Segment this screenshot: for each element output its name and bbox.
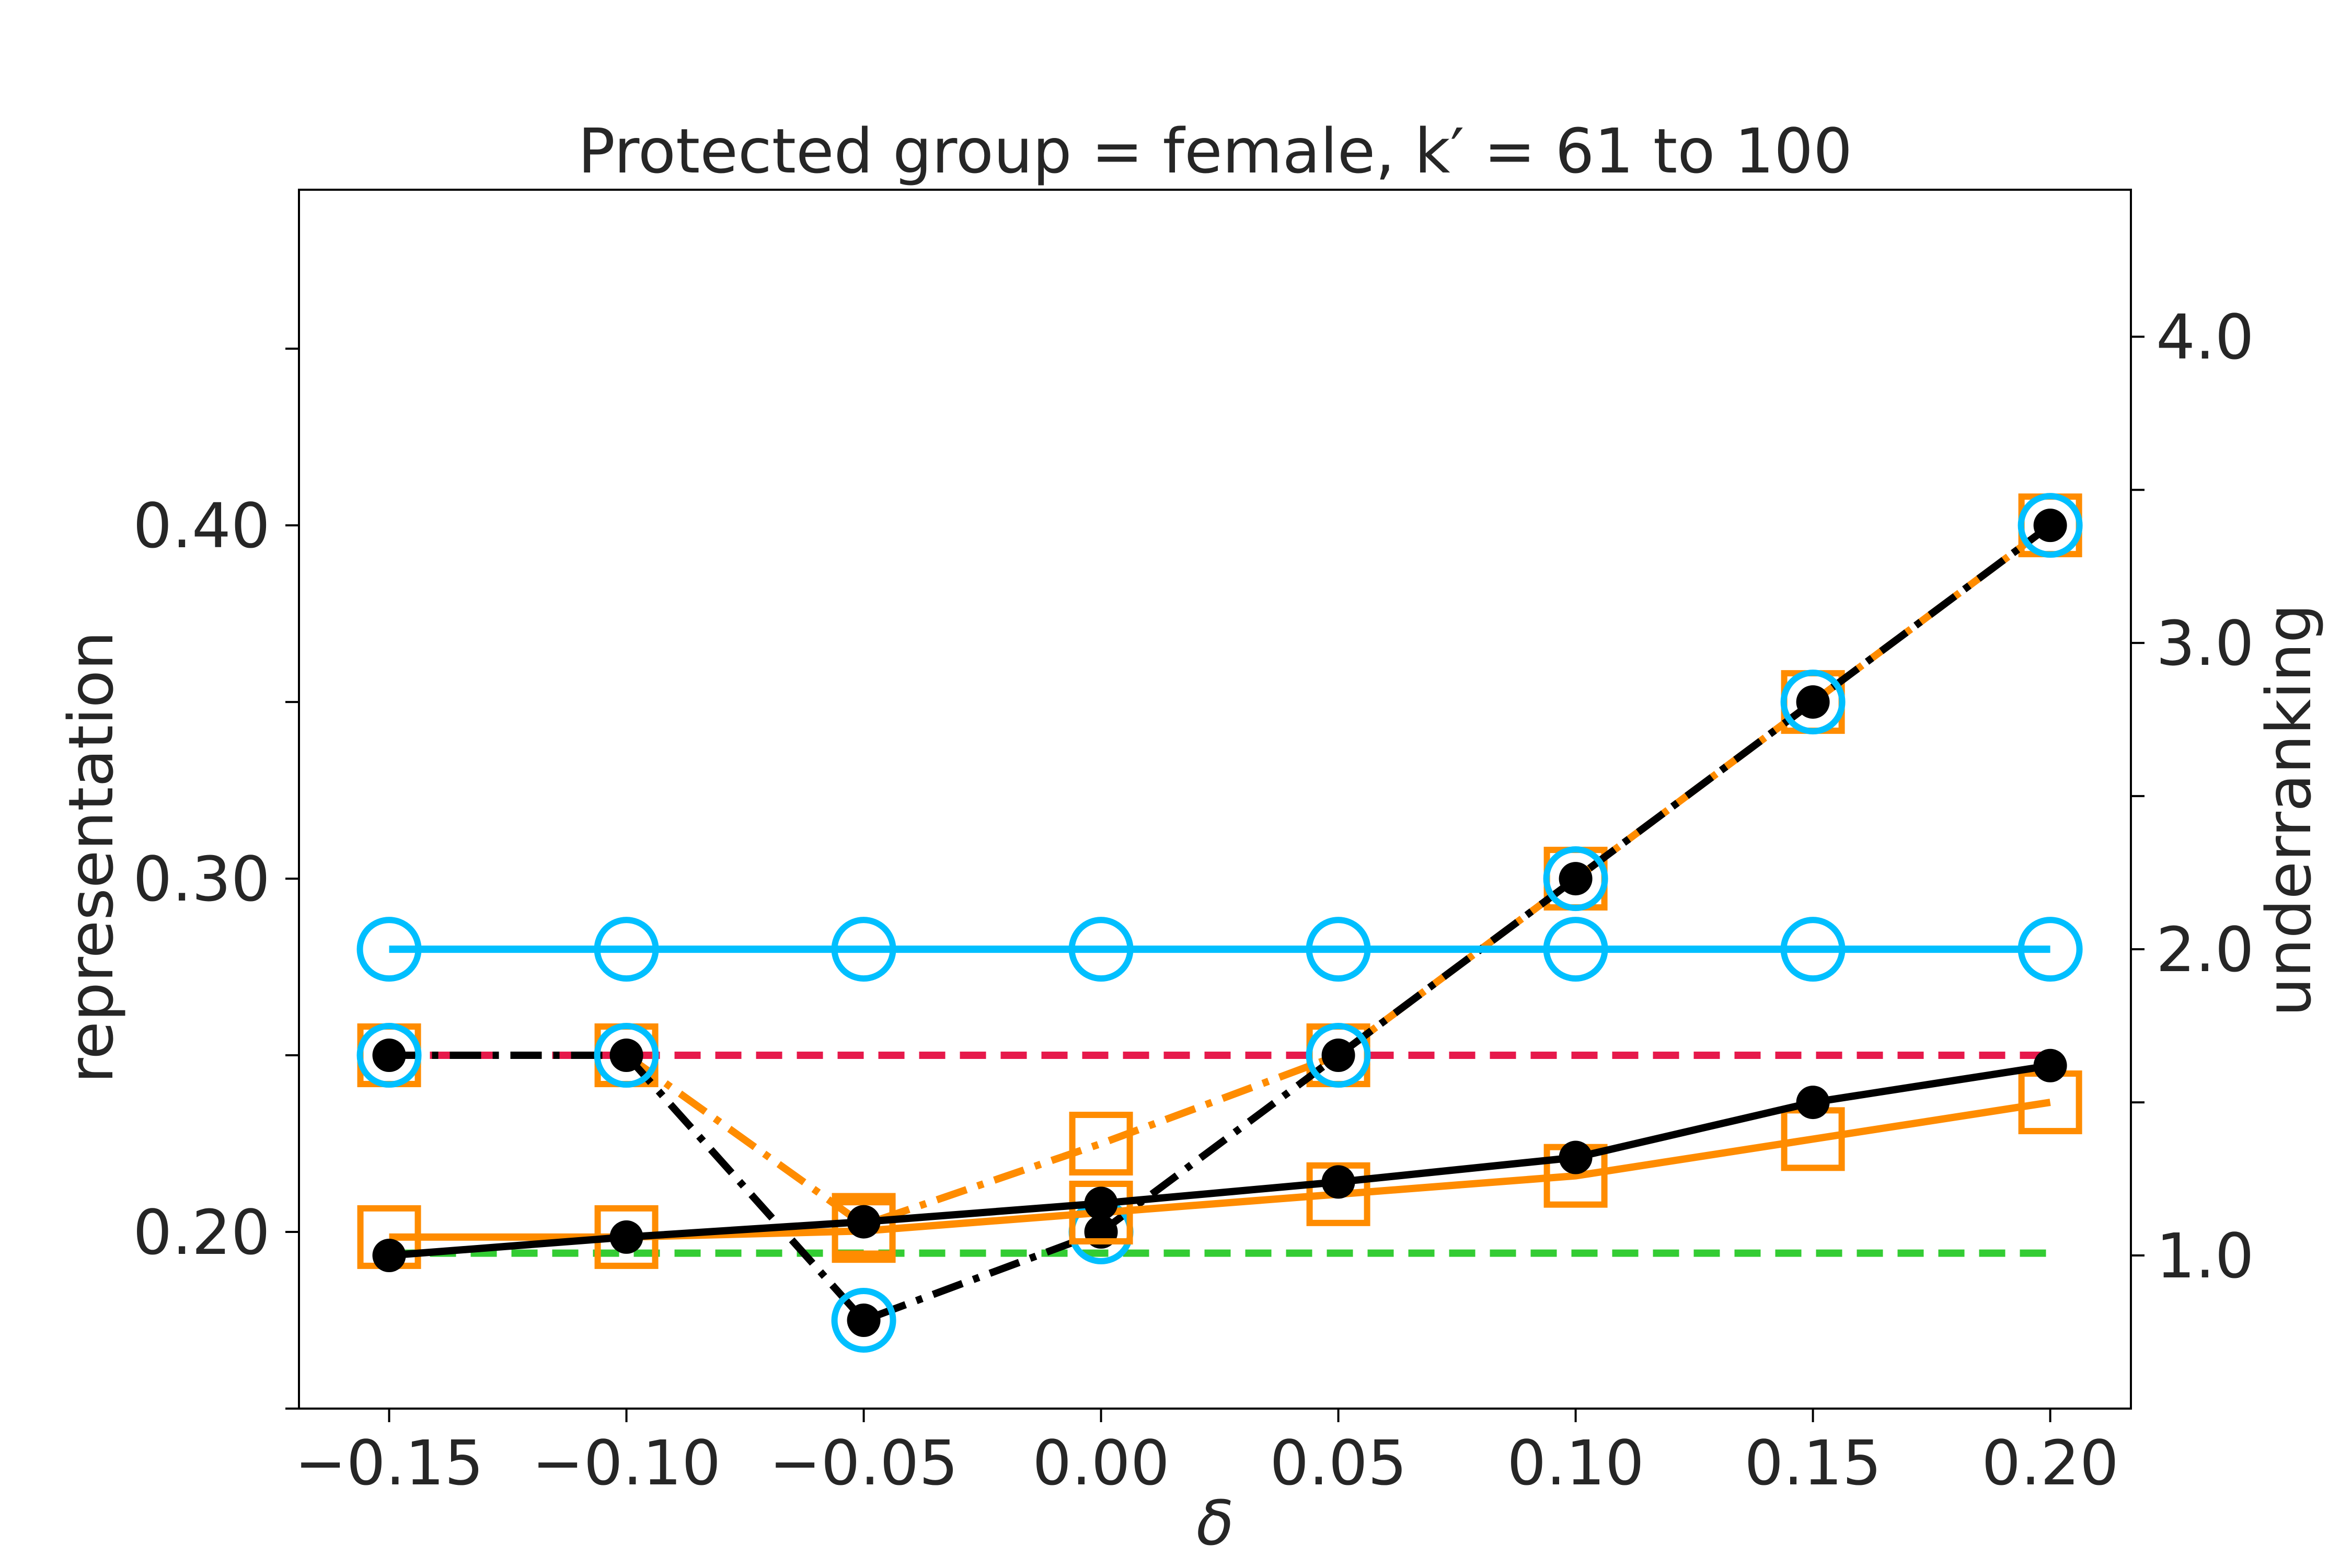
data-point [1069,1112,1133,1176]
y-left-tick-label: 0.30 [133,843,270,915]
x-tick-label: −0.10 [532,1427,721,1499]
x-tick-label: 0.05 [1270,1427,1407,1499]
y-right-tick-label: 1.0 [2156,1220,2254,1292]
y-axis-left-label: representation [55,631,127,1083]
x-axis-label: δ [1196,1487,1234,1559]
data-point [831,917,896,982]
x-tick-label: 0.00 [1032,1427,1170,1499]
series-line [389,522,2053,1229]
series-line [388,1062,2051,1260]
data-point [1321,1165,1355,1199]
y-right-tick-label: 3.0 [2156,607,2254,679]
data-point [832,1199,896,1263]
data-point [1084,1186,1118,1220]
data-point [2033,509,2067,543]
y-right-tick-label: 4.0 [2156,301,2254,373]
data-point [1321,1039,1355,1073]
x-tick-label: −0.15 [295,1427,484,1499]
data-point [2017,493,2083,558]
data-point [356,917,422,982]
data-point [1559,1140,1593,1174]
data-point [594,1023,659,1088]
data-point [594,917,659,982]
series-7 [356,917,2083,982]
chart-title: Protected group = female, k′ = 61 to 100 [578,115,1852,187]
data-point [2033,1048,2067,1082]
data-point [609,1039,643,1073]
data-point [1796,1086,1830,1120]
data-point [609,1220,643,1254]
data-point [831,1288,896,1353]
data-point [372,1039,406,1073]
y-axis-right-label: underranking [2253,604,2325,1017]
data-point [1780,670,1846,735]
y-left-tick-label: 0.40 [133,490,270,562]
data-point [2017,917,2083,982]
y-left-tick-label: 0.20 [133,1196,270,1269]
data-point [1306,917,1371,982]
data-point [847,1205,881,1239]
y-right-tick-label: 2.0 [2156,914,2254,986]
data-point [372,1239,406,1273]
x-tick-label: 0.10 [1507,1427,1644,1499]
x-tick-label: 0.15 [1744,1427,1882,1499]
data-point [1796,685,1830,719]
plot-frame [298,189,2132,1410]
data-point [356,1023,422,1088]
x-tick-label: 0.20 [1981,1427,2119,1499]
x-tick-label: −0.05 [769,1427,959,1499]
data-point [847,1304,881,1338]
series-8 [372,1048,2067,1273]
data-point [1559,862,1593,896]
data-point [1543,846,1608,912]
data-point [1069,1181,1133,1245]
data-point [1543,917,1608,982]
series-line [389,522,2053,1325]
data-point [1068,917,1134,982]
data-point [1780,917,1846,982]
data-point [1306,1023,1371,1088]
